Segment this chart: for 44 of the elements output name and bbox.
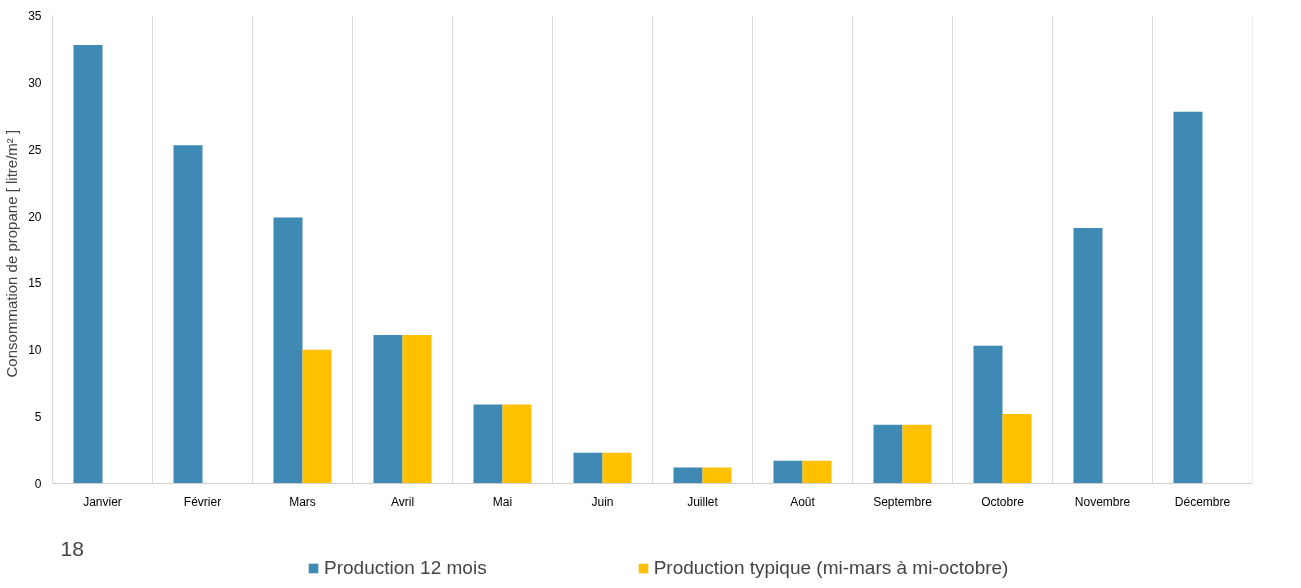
text: 18: [60, 536, 84, 560]
x-tick-label: Novembre: [1074, 494, 1131, 509]
x-tick-label: Janvier: [83, 494, 122, 509]
bar: [273, 217, 303, 484]
bar: [702, 467, 732, 484]
y-tick-label: 10: [28, 343, 42, 358]
bar: [402, 335, 432, 484]
bar: [673, 467, 703, 484]
y-tick-label: 30: [28, 75, 42, 90]
y-tick-label: 0: [34, 477, 42, 491]
bar: [873, 424, 903, 484]
x-tick-label: Septembre: [873, 494, 933, 509]
bar: [473, 404, 503, 484]
y-axis-title: Consommation de propane [ litre/m² ]: [3, 129, 21, 378]
bar: [1073, 228, 1103, 484]
bar: [1002, 413, 1032, 484]
legend-label: Production typique (mi-mars à mi-octobre): [653, 557, 1009, 579]
bar: [902, 424, 932, 484]
x-tick-label: Mars: [289, 494, 316, 509]
y-tick-label: 5: [34, 410, 42, 425]
x-tick-label: Avril: [390, 494, 415, 509]
bar: [973, 345, 1003, 484]
x-tick-label: Juin: [591, 494, 614, 509]
bar: [802, 460, 832, 484]
x-tick-label: Mai: [492, 494, 513, 509]
bar: [773, 460, 803, 484]
bar: [573, 452, 603, 484]
bar: [302, 349, 332, 484]
x-tick-label: Juillet: [687, 494, 719, 509]
x-tick-label: Février: [183, 494, 222, 509]
legend-label: Production 12 mois: [324, 557, 487, 579]
x-tick-label: Août: [790, 494, 816, 509]
bar: [173, 145, 203, 484]
bar: [502, 404, 532, 484]
y-tick-label: 25: [28, 142, 42, 157]
x-tick-label: Décembre: [1174, 494, 1231, 509]
bar: [1173, 111, 1203, 484]
y-tick-label: 15: [28, 276, 42, 291]
y-tick-label: 35: [28, 9, 42, 23]
x-tick-label: Octobre: [981, 494, 1025, 509]
bar: [73, 44, 103, 484]
bar: [602, 452, 632, 484]
bar: [373, 335, 403, 484]
y-tick-label: 20: [28, 209, 42, 224]
